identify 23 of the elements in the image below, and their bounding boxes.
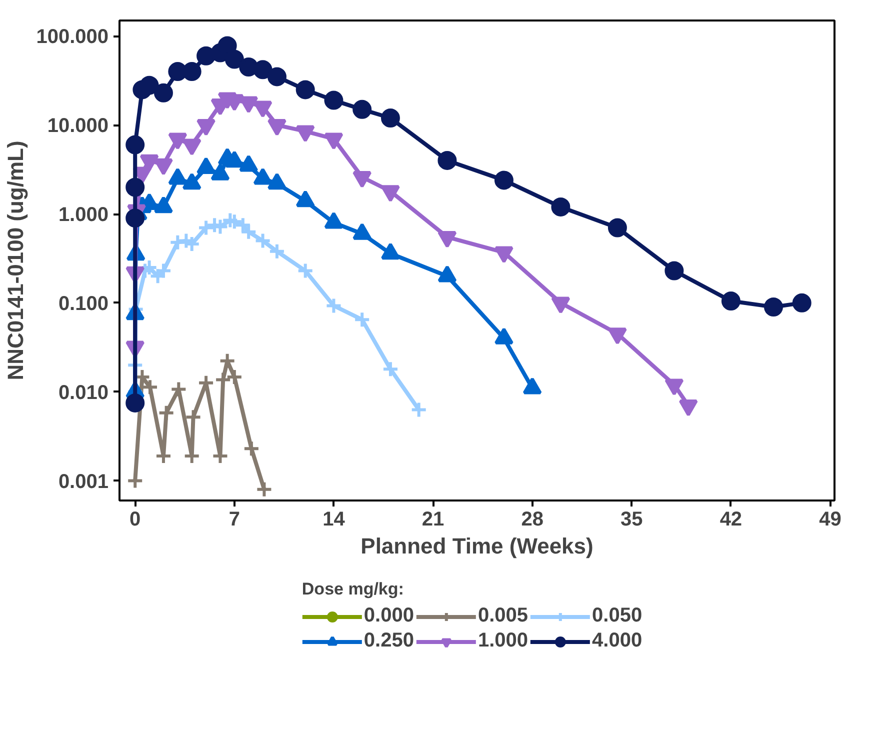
legend-label: 1.000 [478, 630, 528, 652]
y-tick-label: 0.100 [58, 292, 109, 315]
legend-label: 0.050 [592, 604, 642, 628]
y-tick-label: 100.000 [36, 26, 108, 48]
x-tick-label: 28 [521, 508, 544, 530]
x-tick-label: 49 [819, 508, 842, 530]
x-tick-label: 42 [720, 508, 742, 530]
legend-label: 0.005 [478, 604, 528, 628]
legend-label: 4.000 [592, 630, 642, 652]
x-tick-label: 7 [228, 508, 240, 530]
x-tick-label: 35 [620, 508, 643, 530]
x-tick-label: 0 [130, 508, 141, 530]
y-tick-label: 0.010 [58, 382, 109, 404]
y-tick-label: 1.000 [58, 204, 109, 226]
legend-title: Dose mg/kg: [302, 580, 405, 600]
x-tick-label: 14 [322, 508, 346, 530]
legend-label: 0.000 [364, 604, 414, 628]
x-tick-label: 21 [422, 508, 444, 530]
y-tick-label: 10.000 [47, 115, 108, 138]
x-axis-title: Planned Time (Weeks) [360, 534, 594, 558]
y-axis-title: NNC0141-0100 (ug/mL) [3, 140, 28, 380]
y-tick-label: 0.001 [58, 470, 109, 493]
legend-label: 0.250 [364, 630, 414, 652]
